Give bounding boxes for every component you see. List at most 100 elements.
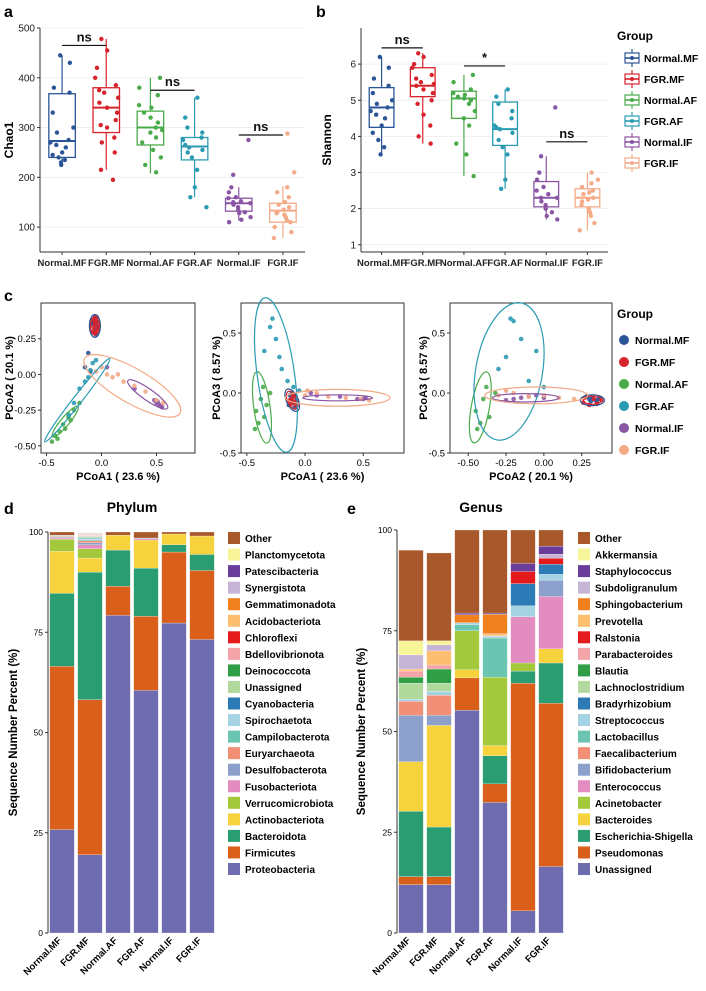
data-point: [386, 83, 391, 89]
data-point: [271, 235, 277, 241]
legend-label: Bdellovibrionota: [245, 650, 324, 661]
data-point: [414, 83, 419, 89]
x-tick-label: 0.0: [95, 458, 108, 469]
bar-segment: [538, 662, 564, 704]
data-point: [518, 395, 524, 401]
bar-segment: [482, 633, 508, 636]
legend-key-point: [630, 140, 634, 144]
bar-segment: [398, 715, 424, 762]
legend-group-pcoa: Group Normal.MF FGR.MF Normal.AF FGR.AF Norma…: [617, 307, 690, 457]
data-point: [260, 384, 266, 390]
bar-segment: [538, 529, 564, 547]
data-point: [49, 439, 55, 444]
data-point: [99, 36, 104, 42]
bar-segment: [426, 826, 452, 877]
data-point: [159, 127, 165, 133]
bar-segment: [482, 802, 508, 934]
data-point: [503, 388, 509, 393]
data-point: [148, 115, 153, 120]
legend-swatch: [228, 598, 240, 611]
confidence-ellipse: [491, 392, 560, 403]
y-axis-title: Sequence Number Percent (%): [356, 648, 368, 816]
bar-segment: [398, 550, 424, 641]
bar-segment: [161, 544, 187, 553]
data-point: [371, 76, 377, 81]
confidence-ellipse: [88, 313, 102, 338]
significance-label: ns: [77, 29, 92, 44]
bar-segment: [105, 535, 131, 551]
y-tick-label: 0: [38, 928, 43, 938]
bar-segment: [398, 640, 424, 656]
bar-segment: [77, 544, 103, 549]
legend-label: Lactobacillus: [595, 733, 659, 744]
data-point: [279, 366, 285, 372]
legend-label: Fusobacteriota: [245, 782, 317, 793]
data-point: [537, 170, 542, 175]
data-point: [382, 116, 388, 121]
data-point: [67, 90, 72, 95]
data-point: [430, 90, 436, 96]
bar-segment: [510, 529, 536, 564]
x-tick-label: FGR.MF: [88, 258, 125, 269]
data-point: [379, 123, 384, 128]
data-point: [188, 195, 193, 200]
data-point: [94, 65, 100, 71]
bar-segment: [49, 539, 75, 552]
legend-title: Group: [617, 307, 653, 321]
data-point: [472, 108, 478, 114]
data-point: [153, 135, 159, 140]
legend-label: Synergistota: [245, 584, 306, 595]
data-point: [204, 205, 209, 210]
bar-segment: [482, 529, 508, 614]
legend-swatch: [578, 796, 590, 809]
bar-segment: [105, 549, 131, 587]
data-point: [66, 137, 71, 143]
data-point: [155, 93, 161, 98]
data-point: [579, 184, 585, 190]
legend-label: Campilobacterota: [245, 733, 330, 744]
legend-swatch: [578, 664, 590, 677]
y-tick-label: 0.5: [432, 329, 445, 340]
data-point: [503, 354, 509, 360]
bar-segment: [426, 683, 452, 692]
data-point: [143, 389, 148, 394]
x-axis-title: PCoA1 ( 23.6 %): [76, 471, 160, 483]
legend-label: Bacteroides: [595, 815, 653, 826]
bar-segment: [189, 639, 215, 934]
bar-segment: [133, 539, 159, 569]
bar-segment: [77, 557, 103, 573]
data-point: [248, 201, 253, 206]
legend-label: Staphylococcus: [595, 567, 672, 578]
bar-segment: [482, 612, 508, 615]
legend-label: Actinobacteriota: [245, 815, 324, 826]
bar-segment: [510, 605, 536, 617]
plot-area: [361, 28, 608, 252]
data-point: [389, 98, 395, 103]
bar-segment: [105, 615, 131, 934]
legend-label: Ralstonia: [595, 633, 640, 644]
legend-label: Normal.IF: [644, 137, 693, 149]
bar-segment: [77, 542, 103, 545]
bar-segment: [133, 531, 159, 539]
y-axis-title: Sequence Number Percent (%): [8, 649, 20, 817]
legend-swatch: [578, 598, 590, 611]
data-point: [592, 220, 597, 226]
data-point: [56, 155, 61, 160]
data-point: [428, 141, 433, 146]
legend-swatch: [578, 829, 590, 842]
bar-segment: [189, 554, 215, 571]
data-point: [586, 206, 591, 211]
data-point: [183, 115, 188, 120]
data-point: [505, 87, 510, 92]
data-point: [276, 202, 281, 207]
data-point: [86, 350, 91, 356]
y-tick-label: 75: [34, 627, 44, 637]
data-point: [285, 131, 290, 136]
data-point: [91, 317, 97, 323]
bar-segment: [77, 854, 103, 934]
x-tick-label: Normal.IF: [217, 258, 261, 269]
data-point: [418, 79, 424, 85]
data-point: [494, 94, 499, 99]
